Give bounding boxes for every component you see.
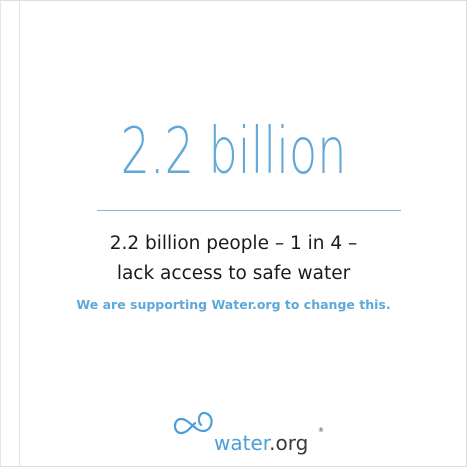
statement-line-2: lack access to safe water <box>116 263 351 284</box>
statement-line-1: 2.2 billion people – 1 in 4 – <box>109 233 358 254</box>
water-org-logo: water.org ® <box>171 409 331 459</box>
registered-mark: ® <box>318 427 324 434</box>
logo-wordmark-suffix: .org <box>269 431 309 455</box>
divider-line <box>97 210 401 211</box>
infinity-drop-icon <box>173 411 213 435</box>
support-message: We are supporting Water.org to change th… <box>76 297 391 312</box>
left-border-line <box>19 1 20 466</box>
logo-wordmark-prefix: water <box>214 431 270 455</box>
headline-number: 2.2 billion <box>120 115 347 189</box>
statement-text: 2.2 billion people – 1 in 4 – lack acces… <box>1 229 466 289</box>
logo-wordmark: water.org <box>214 431 308 455</box>
